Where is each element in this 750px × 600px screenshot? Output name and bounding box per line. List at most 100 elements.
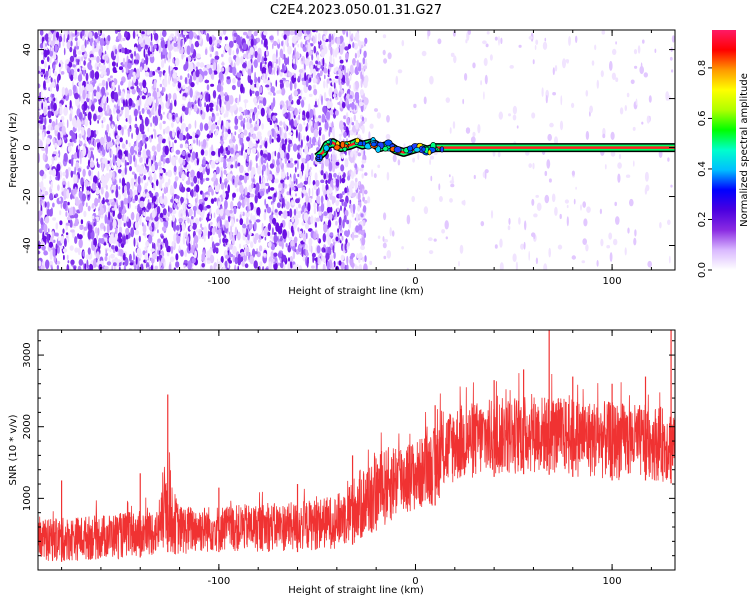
heatmap-cell	[352, 98, 356, 103]
heatmap-cell	[55, 40, 59, 45]
heatmap-cell	[193, 175, 198, 184]
heatmap-cell	[72, 64, 76, 68]
heatmap-cell	[136, 237, 138, 246]
heatmap-cell	[385, 133, 391, 140]
heatmap-cell	[615, 41, 617, 45]
heatmap-cell	[220, 106, 225, 114]
heatmap-cell	[516, 125, 519, 129]
heatmap-cell	[509, 65, 514, 69]
heatmap-cell	[196, 53, 201, 59]
heatmap-cell	[512, 105, 518, 115]
heatmap-cell	[95, 257, 98, 263]
heatmap-cell	[142, 134, 147, 139]
heatmap-cell	[234, 256, 238, 265]
heatmap-cell	[162, 120, 166, 125]
heatmap-cell	[101, 71, 103, 78]
heatmap-cell	[109, 248, 112, 253]
heatmap-cell	[89, 57, 95, 61]
heatmap-cell	[295, 198, 300, 204]
heatmap-cell	[591, 60, 595, 66]
heatmap-cell	[130, 154, 132, 162]
heatmap-cell	[188, 208, 193, 217]
heatmap-cell	[323, 80, 326, 89]
heatmap-cell	[64, 87, 69, 96]
heatmap-cell	[104, 255, 108, 262]
heatmap-cell	[282, 254, 287, 262]
heatmap-cell	[363, 263, 368, 270]
heatmap-cell	[126, 216, 129, 223]
heatmap-cell	[352, 42, 355, 49]
heatmap-cell	[66, 234, 68, 239]
heatmap-cell	[180, 115, 183, 124]
heatmap-cell	[134, 194, 138, 201]
heatmap-cell	[282, 210, 288, 219]
heatmap-cell	[48, 37, 51, 42]
heatmap-cell	[254, 71, 256, 81]
heatmap-cell	[284, 123, 287, 131]
heatmap-cell	[71, 132, 76, 142]
heatmap-cell	[209, 130, 212, 136]
heatmap-cell	[60, 71, 65, 75]
heatmap-cell	[146, 109, 151, 115]
heatmap-cell	[224, 238, 229, 244]
heatmap-cell	[582, 201, 586, 208]
trace-blob	[333, 144, 341, 151]
heatmap-cell	[83, 53, 88, 57]
heatmap-cell	[204, 149, 209, 156]
heatmap-cell	[486, 31, 490, 35]
heatmap-cell	[231, 218, 235, 228]
heatmap-cell	[265, 84, 270, 88]
heatmap-cell	[38, 210, 43, 216]
heatmap-cell	[351, 101, 355, 110]
heatmap-cell	[256, 81, 259, 89]
heatmap-cell	[67, 34, 70, 41]
heatmap-cell	[134, 46, 137, 51]
heatmap-cell	[95, 130, 99, 135]
heatmap-cell	[612, 48, 617, 56]
heatmap-cell	[625, 174, 631, 178]
heatmap-cell	[53, 35, 55, 41]
heatmap-cell	[262, 176, 266, 184]
heatmap-cell	[617, 173, 621, 183]
heatmap-cell	[113, 155, 115, 163]
heatmap-cell	[354, 181, 358, 190]
heatmap-cell	[267, 79, 271, 85]
heatmap-cell	[498, 111, 503, 120]
heatmap-cell	[523, 241, 526, 250]
heatmap-cell	[273, 234, 278, 244]
heatmap-cell	[302, 46, 307, 52]
heatmap-cell	[180, 213, 183, 217]
heatmap-cell	[151, 134, 154, 139]
heatmap-cell	[84, 118, 89, 127]
heatmap-cell	[62, 184, 66, 188]
heatmap-cell	[175, 30, 178, 38]
heatmap-cell	[157, 238, 162, 244]
heatmap-cell	[67, 145, 72, 153]
heatmap-cell	[358, 252, 363, 259]
heatmap-cell	[112, 66, 117, 73]
heatmap-cell	[115, 123, 117, 134]
heatmap-cell	[177, 82, 182, 89]
heatmap-cell	[286, 175, 290, 180]
heatmap-cell	[212, 90, 217, 99]
heatmap-cell	[282, 229, 287, 240]
heatmap-cell	[160, 218, 164, 223]
heatmap-cell	[575, 35, 578, 43]
heatmap-cell	[48, 260, 54, 265]
heatmap-cell	[272, 97, 276, 108]
heatmap-cell	[206, 63, 211, 69]
heatmap-cell	[318, 129, 322, 136]
heatmap-cell	[202, 191, 204, 200]
heatmap-cell	[74, 46, 77, 50]
heatmap-cell	[222, 30, 227, 36]
heatmap-cell	[207, 187, 211, 193]
heatmap-cell	[341, 177, 346, 184]
heatmap-cell	[279, 48, 284, 59]
heatmap-cell	[371, 169, 374, 178]
heatmap-cell	[233, 206, 237, 215]
trace-blob	[393, 146, 402, 153]
heatmap-cell	[240, 251, 245, 257]
heatmap-cell	[304, 72, 307, 82]
heatmap-cell	[285, 80, 290, 88]
heatmap-cell	[211, 241, 215, 250]
